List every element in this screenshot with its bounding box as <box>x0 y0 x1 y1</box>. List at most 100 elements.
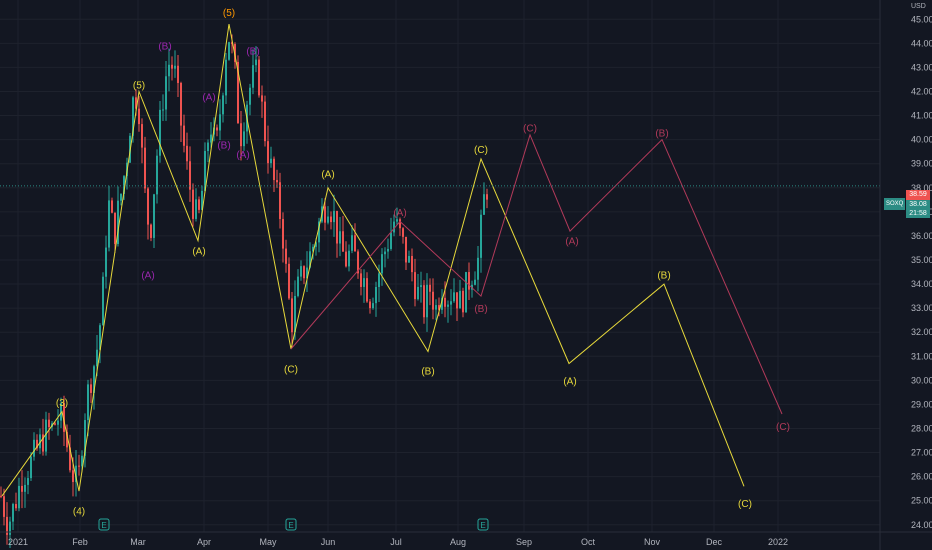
candle-body <box>219 114 221 131</box>
candle-body <box>300 266 302 277</box>
wave-label: (3) <box>56 398 68 409</box>
candle-body <box>261 95 263 102</box>
candle-body <box>399 219 401 229</box>
candle-body <box>48 419 50 428</box>
wave-label: (B) <box>657 270 670 281</box>
candle-body <box>39 434 41 449</box>
candle-body <box>228 42 230 60</box>
candle-body <box>468 272 470 290</box>
candle-body <box>375 287 377 304</box>
candle-body <box>144 147 146 189</box>
candle-body <box>171 64 173 69</box>
candle-body <box>15 503 17 509</box>
candle-body <box>318 221 320 243</box>
candle-body <box>417 286 419 300</box>
candle-body <box>150 224 152 238</box>
candle-body <box>117 200 119 244</box>
candle-body <box>342 231 344 252</box>
candle-body <box>363 278 365 287</box>
candle-body <box>192 189 194 219</box>
candle-body <box>441 297 443 310</box>
candle-body <box>414 272 416 300</box>
candle-body <box>93 366 95 393</box>
candle-body <box>78 465 80 467</box>
x-tick-label: Mar <box>130 537 146 547</box>
y-tick-label: 32.00 <box>911 327 932 337</box>
candle-body <box>24 484 26 492</box>
earnings-marker-label: E <box>101 521 106 530</box>
wave-label: (A) <box>202 92 215 103</box>
candle-body <box>432 291 434 310</box>
x-tick-label: Jun <box>321 537 336 547</box>
wave-label: (5) <box>133 80 145 91</box>
candle-body <box>264 101 266 142</box>
candle-body <box>96 349 98 367</box>
candle-body <box>279 182 281 219</box>
currency-label: USD <box>911 3 926 10</box>
price-candles <box>0 34 488 549</box>
x-tick-label: Sep <box>516 537 532 547</box>
candle-body <box>45 419 47 452</box>
symbol-price-tag[interactable]: SOXQ <box>884 198 906 210</box>
candle-body <box>240 123 242 147</box>
candle-body <box>141 124 143 148</box>
candle-body <box>183 125 185 146</box>
y-tick-label: 45.00 <box>911 14 932 24</box>
candle-body <box>99 325 101 350</box>
candle-body <box>387 248 389 252</box>
last-price-value: 38.08 <box>909 201 927 208</box>
x-axis[interactable]: 2021 Feb Mar Apr May Jun Jul Aug Sep Oct Nov Dec 202… <box>0 531 932 547</box>
candle-body <box>405 236 407 263</box>
candle-body <box>324 206 326 223</box>
candle-body <box>402 228 404 237</box>
candle-body <box>288 263 290 299</box>
wave-label: (C) <box>523 124 537 135</box>
candle-body <box>390 232 392 249</box>
candle-body <box>450 301 452 305</box>
candle-body <box>168 64 170 77</box>
candle-body <box>297 276 299 296</box>
candle-body <box>123 176 125 194</box>
candle-body <box>3 496 5 517</box>
candle-body <box>333 210 335 223</box>
y-tick-label: 30.00 <box>911 375 932 385</box>
candle-body <box>426 284 428 318</box>
candle-body <box>21 485 23 492</box>
y-axis[interactable]: 45.00 44.00 43.00 42.00 41.00 40.00 39.00 38.00… <box>879 0 932 550</box>
candle-body <box>357 251 359 274</box>
candle-body <box>204 151 206 191</box>
x-tick-label: Dec <box>706 537 723 547</box>
wave-label: (A) <box>563 376 576 387</box>
wave-label: (C) <box>776 422 790 433</box>
candle-body <box>147 188 149 225</box>
candle-body <box>30 456 32 479</box>
wave-label: (A) <box>321 169 334 180</box>
candle-body <box>114 212 116 244</box>
y-tick-label: 28.00 <box>911 423 932 433</box>
y-tick-label: 44.00 <box>911 38 932 48</box>
candle-body <box>237 61 239 124</box>
x-tick-label: Feb <box>72 537 88 547</box>
wave-label: (B) <box>158 42 171 53</box>
candle-body <box>435 305 437 310</box>
x-tick-label: Jul <box>390 537 402 547</box>
y-tick-label: 39.00 <box>911 159 932 169</box>
candle-body <box>132 97 134 136</box>
candle-body <box>138 108 140 125</box>
candle-body <box>291 298 293 333</box>
x-tick-label: Aug <box>450 537 466 547</box>
candle-body <box>174 65 176 69</box>
countdown-value: 21:58 <box>909 210 927 217</box>
candle-body <box>243 131 245 147</box>
candle-body <box>231 42 233 45</box>
y-tick-label: 35.00 <box>911 255 932 265</box>
wave-line-secondary-red <box>290 133 783 415</box>
candle-body <box>330 216 332 223</box>
candle-body <box>162 109 164 111</box>
candle-body <box>480 214 482 258</box>
candle-body <box>420 285 422 287</box>
candle-body <box>42 434 44 452</box>
high-price-tag: 38.59 <box>906 190 930 200</box>
